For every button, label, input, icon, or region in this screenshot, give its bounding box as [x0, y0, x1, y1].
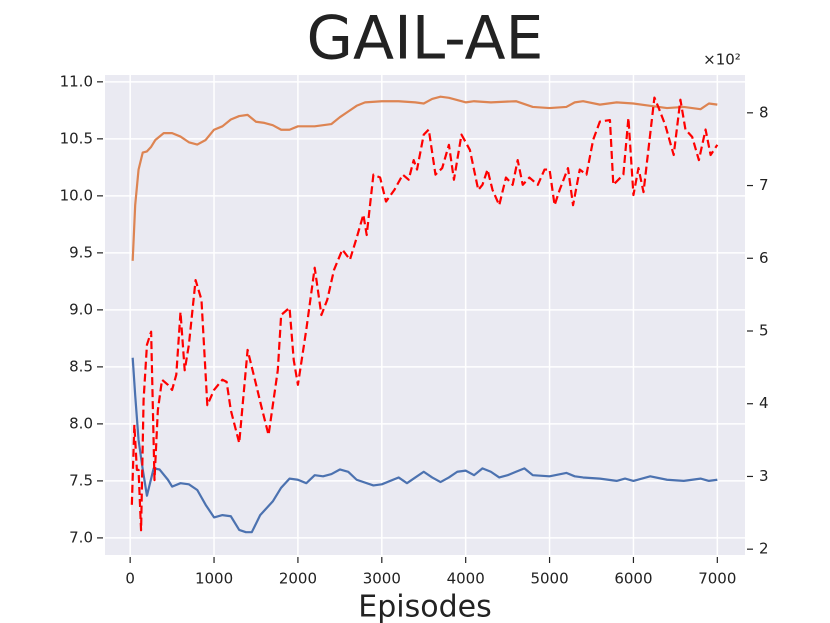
- y-tick-label: 8.5: [69, 357, 93, 375]
- y-tick-label: 9.5: [69, 243, 93, 261]
- series-line: [130, 96, 719, 532]
- y2-multiplier: ×10²: [703, 51, 741, 69]
- x-tick-label: 1000: [195, 570, 233, 588]
- y2-tick-label: 7: [759, 176, 769, 194]
- y2-tick-label: 8: [759, 103, 769, 121]
- x-tick-label: 4000: [447, 570, 485, 588]
- plot-background: [105, 75, 745, 555]
- y-tick-label: 7.5: [69, 471, 93, 489]
- y-tick-label: 7.0: [69, 528, 93, 546]
- y2-tick-label: 3: [759, 467, 769, 485]
- x-axis-label: Episodes: [358, 590, 491, 623]
- x-tick-label: 5000: [530, 570, 568, 588]
- y2-tick-label: 4: [759, 394, 769, 412]
- x-tick-label: 2000: [279, 570, 317, 588]
- x-tick-label: 7000: [698, 570, 736, 588]
- x-tick-label: 0: [125, 570, 135, 588]
- y-tick-label: 10.0: [60, 186, 93, 204]
- y-tick-label: 11.0: [60, 72, 93, 90]
- y-tick-label: 8.0: [69, 414, 93, 432]
- x-tick-label: 3000: [363, 570, 401, 588]
- y-tick-label: 9.0: [69, 300, 93, 318]
- y2-tick-label: 6: [759, 249, 769, 267]
- series-line: [131, 357, 718, 534]
- y2-tick-label: 5: [759, 322, 769, 340]
- y2-tick-label: 2: [759, 540, 769, 558]
- y-tick-label: 10.5: [60, 129, 93, 147]
- x-tick-label: 6000: [614, 570, 652, 588]
- series-line: [131, 95, 718, 261]
- chart-title: GAIL-AE: [307, 4, 544, 74]
